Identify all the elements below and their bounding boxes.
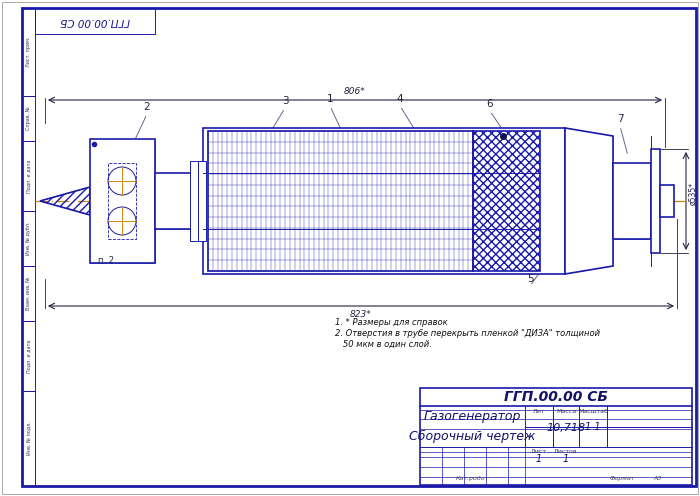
Text: Подп. и дата: Подп. и дата — [26, 339, 31, 372]
Text: ø535*: ø535* — [689, 182, 698, 204]
Bar — [35, 8, 155, 34]
Text: Взам. инв. №: Взам. инв. № — [26, 277, 31, 310]
Text: 1: 1 — [536, 454, 542, 464]
Text: 50 мкм в один слой.: 50 мкм в один слой. — [335, 340, 432, 349]
Text: Инв. № подл.: Инв. № подл. — [26, 422, 31, 455]
Bar — [198, 161, 206, 241]
Bar — [90, 139, 155, 263]
Text: Лит: Лит — [533, 409, 545, 414]
Text: Инв. № дубл.: Инв. № дубл. — [26, 222, 31, 255]
Text: Газогенератор: Газогенератор — [424, 410, 521, 423]
Text: 10,718: 10,718 — [547, 423, 586, 433]
Bar — [208, 131, 473, 271]
Text: Лист: Лист — [531, 449, 547, 454]
Bar — [473, 131, 540, 271]
Text: А3: А3 — [653, 476, 662, 481]
Bar — [155, 173, 195, 229]
Text: Листов: Листов — [554, 449, 577, 454]
Bar — [203, 128, 565, 274]
Bar — [651, 149, 660, 253]
Bar — [208, 131, 473, 271]
Text: Масса: Масса — [556, 409, 576, 414]
Text: Сборочный чертеж: Сборочный чертеж — [409, 430, 536, 443]
Text: 6: 6 — [486, 99, 493, 109]
Text: 4: 4 — [397, 94, 403, 104]
Bar — [108, 163, 136, 239]
Text: 1. * Размеры для справок: 1. * Размеры для справок — [335, 318, 447, 327]
Text: 1: 1 — [563, 454, 569, 464]
Polygon shape — [565, 128, 613, 274]
Text: 5: 5 — [526, 274, 533, 284]
Bar — [473, 131, 540, 271]
Bar — [22, 141, 35, 211]
Bar — [190, 161, 198, 241]
Bar — [22, 96, 35, 141]
Bar — [155, 173, 195, 229]
Text: Масштаб: Масштаб — [578, 409, 608, 414]
Text: ГГП.00.00 СБ: ГГП.00.00 СБ — [60, 16, 130, 26]
Text: Подп. и дата: Подп. и дата — [26, 159, 31, 192]
Bar — [22, 8, 35, 96]
Bar — [613, 163, 651, 239]
Bar — [22, 391, 35, 486]
Text: Кат.робот: Кат.робот — [456, 476, 489, 481]
Text: Лист. прим.: Лист. прим. — [26, 37, 31, 67]
Text: п. 2: п. 2 — [98, 256, 114, 265]
Text: 7: 7 — [617, 114, 623, 124]
Bar — [660, 185, 674, 217]
Bar — [420, 388, 692, 485]
Text: 3: 3 — [281, 96, 288, 106]
Text: 1: 1 — [327, 94, 333, 104]
Text: Формат: Формат — [610, 476, 636, 481]
Bar — [90, 139, 155, 263]
Text: 823*: 823* — [350, 310, 372, 319]
Text: 806*: 806* — [344, 87, 366, 96]
Bar — [22, 321, 35, 391]
Text: 2. Отверстия в трубе перекрыть пленкой "ДИЗА" толщиной: 2. Отверстия в трубе перекрыть пленкой "… — [335, 329, 600, 338]
Text: 1 1: 1 1 — [585, 423, 601, 433]
Text: 2: 2 — [144, 102, 150, 112]
Bar — [22, 211, 35, 266]
Bar — [22, 266, 35, 321]
Bar — [613, 163, 651, 239]
Text: Справ. №: Справ. № — [26, 107, 31, 130]
Text: ГГП.00.00 СБ: ГГП.00.00 СБ — [504, 390, 608, 404]
